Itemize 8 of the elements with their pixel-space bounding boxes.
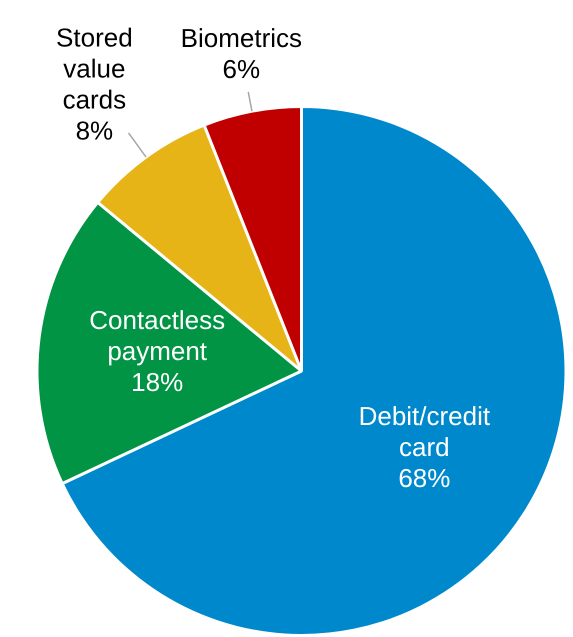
slice-label: Stored value cards: [56, 22, 133, 115]
data-label: 8%: [76, 116, 114, 146]
data-label: 68%: [398, 463, 450, 494]
slice-label: Contactless payment: [89, 304, 226, 366]
data-label: 18%: [131, 366, 184, 397]
slice-label: Biometrics: [180, 23, 302, 54]
data-label: 6%: [222, 54, 260, 84]
slice-label: Debit/credit card: [358, 401, 491, 462]
